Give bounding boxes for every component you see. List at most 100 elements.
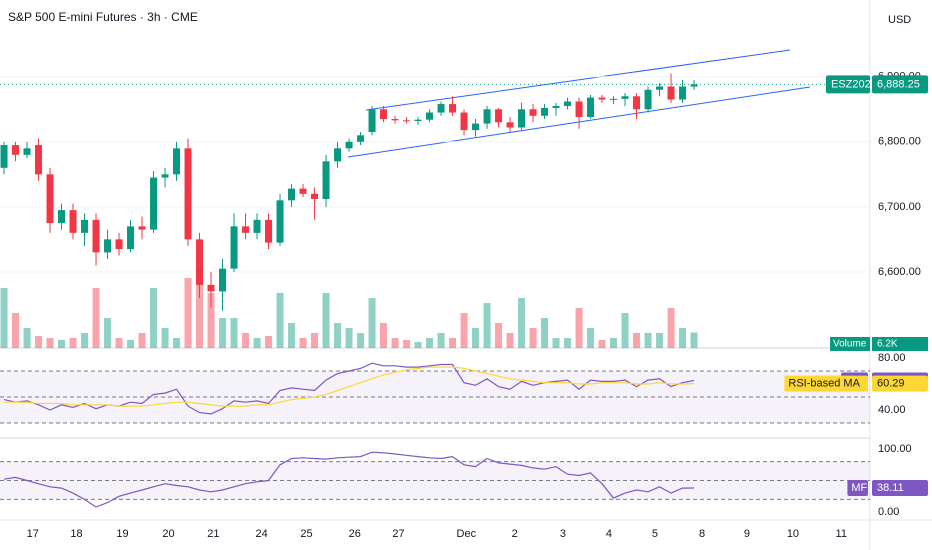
- candle-body: [138, 226, 146, 230]
- candle-body: [311, 193, 319, 200]
- volume-bar: [610, 338, 618, 348]
- candle-body: [81, 219, 89, 233]
- x-tick-label: 21: [207, 528, 219, 540]
- candle-body: [587, 97, 595, 118]
- chart-title: S&P 500 E-mini Futures · 3h · CME: [8, 10, 198, 24]
- series-line: [4, 366, 695, 407]
- volume-bar: [69, 338, 77, 348]
- candle-body: [610, 98, 618, 100]
- candle-body: [58, 210, 66, 224]
- candle-body: [345, 141, 353, 149]
- volume-bar: [679, 328, 687, 348]
- volume-bar: [437, 333, 445, 348]
- x-tick-label: 27: [392, 528, 404, 540]
- candle-body: [12, 145, 20, 155]
- volume-bar: [598, 340, 606, 348]
- candle-body: [23, 148, 31, 155]
- candle-body: [483, 109, 491, 124]
- x-tick-label: 19: [116, 528, 128, 540]
- candle-body: [437, 104, 445, 113]
- candle-body: [656, 86, 664, 90]
- candle-body: [161, 174, 169, 178]
- x-tick-label: 24: [256, 528, 268, 540]
- volume-bar: [495, 323, 503, 348]
- volume-bar: [276, 293, 284, 348]
- last-name: ESZ2025: [831, 78, 877, 90]
- volume-bar: [391, 338, 399, 348]
- y-tick-label: 6,800.00: [878, 136, 921, 148]
- candle-body: [518, 109, 526, 128]
- x-tick-label: 10: [787, 528, 799, 540]
- series-name-tag: [847, 479, 868, 496]
- volume-bar: [115, 338, 123, 348]
- volume-bar: [23, 328, 31, 348]
- candle-body: [104, 239, 112, 253]
- candle-body: [541, 107, 549, 116]
- volume-bar: [644, 333, 652, 348]
- candle-body: [575, 101, 583, 118]
- candle-body: [276, 200, 284, 243]
- volume-name: Volume: [833, 339, 867, 350]
- volume-bar: [690, 332, 698, 348]
- volume-bar: [184, 278, 192, 348]
- candle-body: [46, 174, 54, 224]
- x-tick-label: 17: [27, 528, 39, 540]
- volume-bar: [472, 328, 480, 348]
- volume-bar: [35, 336, 43, 348]
- x-tick-label: 8: [699, 528, 705, 540]
- volume-bar: [173, 338, 181, 348]
- series-value-tag: [872, 375, 928, 392]
- candle-body: [667, 86, 675, 100]
- volume-bar: [414, 342, 422, 348]
- legend-name: RSI-based MA: [788, 378, 860, 390]
- candle-body: [368, 109, 376, 133]
- candle-body: [35, 145, 43, 175]
- candle-body: [207, 284, 215, 292]
- series-last-value: 38.11: [877, 482, 904, 494]
- x-tick-label: 25: [300, 528, 312, 540]
- volume-bar: [541, 318, 549, 348]
- volume-bar: [104, 318, 112, 348]
- legend-name: MF: [851, 482, 867, 494]
- candle-body: [357, 135, 365, 142]
- volume-bar: [518, 298, 526, 348]
- candle-body: [115, 239, 123, 250]
- volume-bar: [357, 333, 365, 348]
- volume-bar: [368, 298, 376, 348]
- volume-bar: [667, 308, 675, 348]
- volume-bar: [150, 288, 158, 348]
- candle-body: [69, 210, 77, 233]
- candle-body: [265, 219, 273, 243]
- y-tick-label: 6,700.00: [878, 201, 921, 213]
- series-value-tag: [872, 479, 928, 496]
- volume-bar: [552, 338, 560, 348]
- candle-body: [253, 219, 261, 233]
- volume-bar: [58, 340, 66, 348]
- volume-bar: [575, 308, 583, 348]
- volume-bar: [253, 338, 261, 348]
- candle-body: [219, 268, 227, 292]
- candle-body: [552, 106, 560, 108]
- volume-bar: [587, 328, 595, 348]
- candle-body: [472, 123, 480, 131]
- x-tick-label: 4: [606, 528, 612, 540]
- candle-body: [564, 101, 572, 107]
- volume-bar: [460, 313, 468, 348]
- x-tick-label: 3: [560, 528, 566, 540]
- candle-body: [403, 120, 411, 122]
- volume-tag: [830, 337, 870, 351]
- volume-bar: [92, 288, 100, 348]
- x-tick-label: 26: [349, 528, 361, 540]
- volume-bar: [81, 333, 89, 348]
- candle-body: [391, 119, 399, 121]
- y-tick-label: 6,600.00: [878, 266, 921, 278]
- volume-bar: [334, 323, 342, 348]
- series-last-value: 60.29: [877, 378, 905, 390]
- volume-bar: [219, 318, 227, 348]
- volume-bar: [656, 333, 664, 348]
- volume-bar: [12, 313, 20, 348]
- y-tick-label: 100.00: [878, 443, 912, 455]
- candle-body: [449, 104, 457, 113]
- candle-body: [127, 226, 135, 250]
